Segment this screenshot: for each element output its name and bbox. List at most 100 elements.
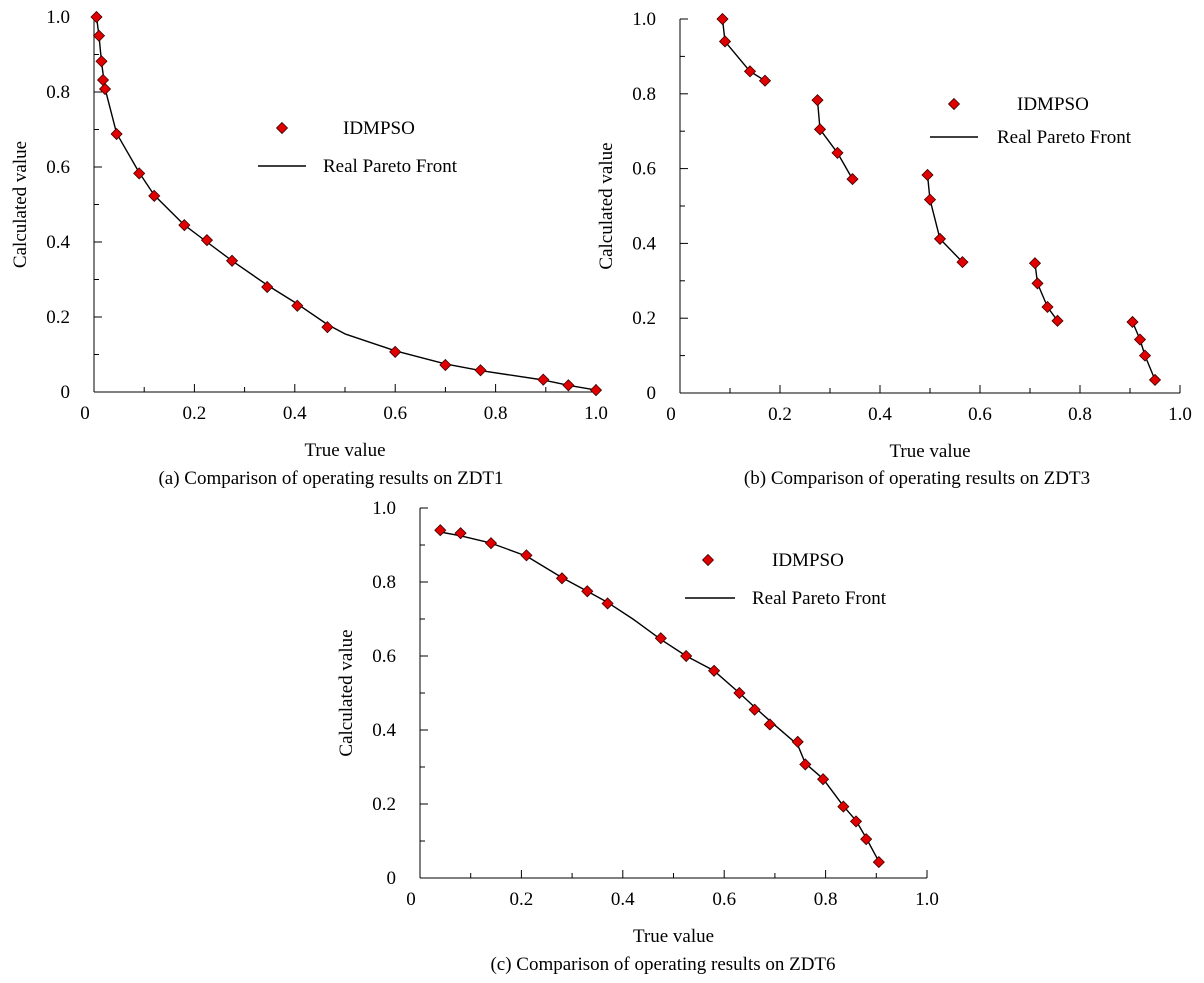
- data-point-diamond: [1126, 315, 1139, 329]
- y-tick-label: 1.0: [372, 498, 396, 519]
- data-point-diamond: [589, 384, 603, 397]
- data-point-diamond: [484, 537, 498, 550]
- x-axis-title: True value: [633, 926, 714, 947]
- data-point-diamond: [872, 856, 885, 869]
- x-tick-label: 1.0: [584, 403, 608, 424]
- data-point-diamond: [923, 193, 937, 206]
- pareto-front-line: [1034, 263, 1059, 322]
- y-tick-label: 0.2: [632, 308, 656, 329]
- x-tick-label: 0.2: [768, 404, 792, 425]
- data-point-diamond: [200, 234, 214, 247]
- x-tick-label: 0.8: [1068, 404, 1092, 425]
- legend-marker-idmpso: [947, 97, 961, 111]
- x-tick-label: 0.6: [383, 403, 407, 424]
- x-tick-label: 0.4: [868, 404, 892, 425]
- chart-caption: (a) Comparison of operating results on Z…: [158, 468, 503, 489]
- y-tick-label: 0.8: [632, 84, 656, 105]
- data-point-diamond: [601, 597, 614, 610]
- data-point-diamond: [718, 35, 732, 48]
- legend-label-idmpso: IDMPSO: [1017, 94, 1089, 115]
- y-tick-label: 0.4: [372, 720, 396, 741]
- data-point-diamond: [680, 649, 693, 663]
- data-point-diamond: [654, 632, 667, 645]
- y-axis-title: Calculated value: [10, 141, 31, 268]
- data-point-diamond: [439, 358, 452, 372]
- y-tick-label: 0.2: [46, 307, 70, 328]
- chart-panel-zdt3: 0 0.2 0.4 0.6 0.8 1.0 0 0.2 0.4 0.6 0.8 1.0 True val…: [596, 9, 1192, 489]
- data-point-diamond: [92, 29, 106, 42]
- y-tick-label: 0.4: [46, 232, 70, 253]
- y-tick-label: 0.6: [372, 646, 396, 667]
- data-point-diamond: [707, 664, 721, 677]
- legend-marker-idmpso: [275, 121, 289, 135]
- y-tick-label: 0.8: [372, 572, 396, 593]
- data-point-diamond: [474, 364, 487, 377]
- x-tick-label: 0.4: [611, 889, 635, 910]
- chart-panel-zdt6: 0 0.2 0.4 0.6 0.8 1.0 0 0.2 0.4 0.6 0.8 1.0 True val…: [336, 498, 939, 975]
- data-point-diamond: [434, 524, 447, 537]
- data-point-diamond: [1138, 349, 1152, 362]
- data-point-diamond: [831, 146, 844, 159]
- data-point-diamond: [791, 735, 804, 748]
- data-point-diamond: [933, 232, 947, 245]
- x-tick-label: 0: [406, 889, 416, 910]
- y-axis-title: Calculated value: [336, 629, 357, 756]
- data-point-diamond: [748, 703, 761, 716]
- data-point-diamond: [321, 321, 334, 334]
- y-axis-title: Calculated value: [596, 142, 617, 269]
- data-point-diamond: [921, 168, 934, 182]
- data-point-diamond: [837, 800, 850, 813]
- x-tick-label: 1.0: [1168, 404, 1192, 425]
- legend-label-idmpso: IDMPSO: [772, 550, 844, 571]
- data-point-diamond: [96, 73, 110, 87]
- x-tick-label: 0: [80, 403, 90, 424]
- data-point-diamond: [1051, 314, 1064, 327]
- x-tick-label: 0.6: [968, 404, 992, 425]
- data-point-diamond: [849, 815, 863, 828]
- y-tick-label: 0.6: [46, 157, 70, 178]
- data-point-diamond: [555, 572, 569, 585]
- legend-label-idmpso: IDMPSO: [343, 118, 415, 139]
- data-point-diamond: [537, 373, 550, 386]
- x-tick-label: 0.8: [814, 889, 838, 910]
- pareto-front-line: [440, 531, 880, 862]
- pareto-front-line: [926, 174, 964, 263]
- legend-label-pareto: Real Pareto Front: [752, 588, 887, 609]
- y-tick-label: 1.0: [632, 9, 656, 30]
- x-tick-label: 0.2: [183, 403, 207, 424]
- x-tick-label: 0.6: [712, 889, 736, 910]
- pareto-front-line: [95, 16, 597, 391]
- pareto-front-line: [1131, 321, 1156, 381]
- pareto-front-line: [816, 100, 854, 180]
- data-point-diamond: [90, 10, 103, 24]
- data-point-diamond: [133, 167, 146, 180]
- data-point-diamond: [291, 299, 304, 312]
- data-point-diamond: [1041, 300, 1054, 314]
- data-point-diamond: [813, 123, 827, 136]
- y-tick-label: 0.8: [46, 82, 70, 103]
- y-tick-label: 0.2: [372, 794, 396, 815]
- data-point-diamond: [758, 74, 772, 87]
- y-tick-label: 0.4: [632, 233, 656, 254]
- data-point-diamond: [811, 94, 824, 107]
- x-axis-title: True value: [304, 440, 385, 461]
- data-point-diamond: [98, 82, 112, 96]
- data-point-diamond: [454, 527, 467, 540]
- data-point-diamond: [261, 280, 274, 294]
- legend-marker-idmpso: [701, 553, 715, 567]
- data-point-diamond: [763, 718, 776, 731]
- data-point-diamond: [743, 65, 757, 78]
- pareto-front-line: [721, 18, 766, 82]
- x-tick-label: 0.8: [484, 403, 508, 424]
- data-point-diamond: [225, 254, 239, 267]
- data-point-diamond: [816, 773, 830, 786]
- data-point-diamond: [562, 379, 575, 392]
- data-point-diamond: [846, 173, 859, 186]
- x-axis-title: True value: [889, 441, 970, 462]
- legend: IDMPSO Real Pareto Front: [258, 118, 458, 177]
- y-tick-label: 0: [387, 868, 397, 889]
- data-point-diamond: [178, 219, 191, 232]
- data-point-diamond: [110, 127, 123, 141]
- data-point-diamond: [95, 55, 108, 68]
- data-point-diamond: [733, 686, 746, 700]
